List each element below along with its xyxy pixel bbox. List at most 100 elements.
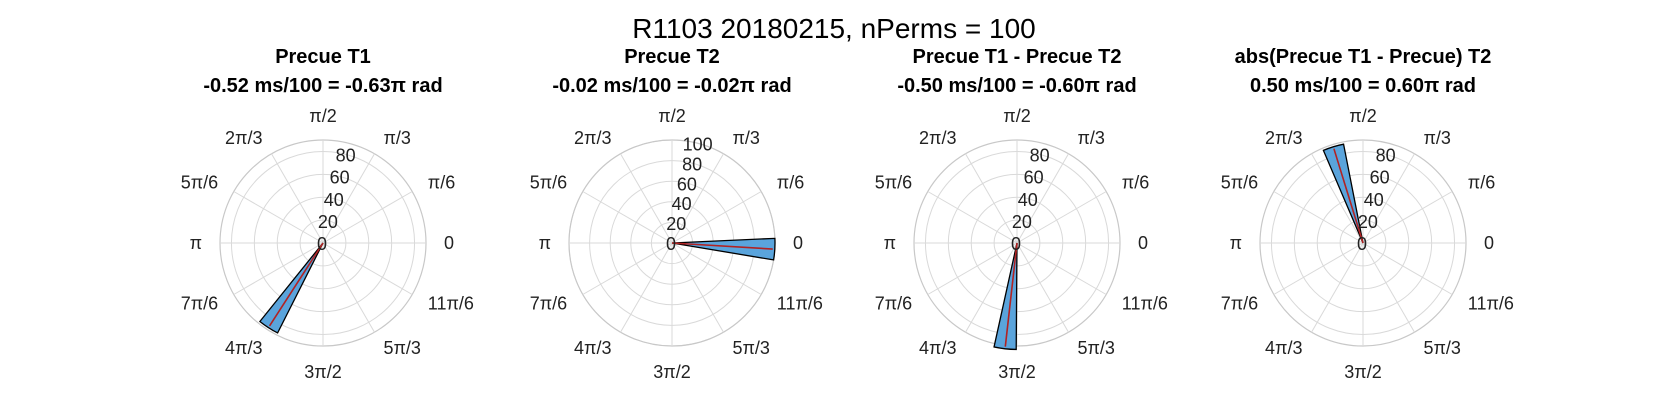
panel-title: Precue T1 bbox=[275, 46, 371, 68]
angular-grid-spoke bbox=[1311, 153, 1364, 244]
angular-grid-spoke bbox=[1016, 242, 1107, 295]
mean-direction-line bbox=[671, 242, 773, 250]
angle-tick-label: 5π/6 bbox=[875, 173, 912, 193]
angle-tick-label: 11π/6 bbox=[777, 294, 823, 314]
angular-grid-spoke bbox=[965, 153, 1018, 244]
radial-tick-label: 100 bbox=[683, 135, 713, 155]
angle-tick-label: 11π/6 bbox=[428, 294, 474, 314]
angle-tick-label: 7π/6 bbox=[530, 294, 567, 314]
angular-grid-spoke bbox=[1362, 242, 1453, 295]
angle-tick-label: 5π/6 bbox=[530, 173, 567, 193]
angle-tick-label: 4π/3 bbox=[919, 338, 956, 358]
angle-tick-label: 5π/6 bbox=[181, 173, 218, 193]
angle-tick-label: 4π/3 bbox=[574, 338, 611, 358]
angular-grid-spoke bbox=[1016, 153, 1069, 244]
angular-grid-spoke bbox=[1362, 242, 1415, 333]
angular-grid-spoke bbox=[322, 191, 413, 244]
angle-tick-label: π bbox=[539, 233, 551, 253]
histogram-bar-1 bbox=[993, 242, 1018, 351]
angular-grid-spoke bbox=[1273, 242, 1364, 295]
angular-grid-spoke bbox=[671, 191, 762, 244]
angle-tick-label: 5π/3 bbox=[384, 338, 421, 358]
angle-tick-label: π/3 bbox=[733, 128, 760, 148]
radial-tick-label: 0 bbox=[317, 234, 327, 254]
angular-grid-spoke bbox=[1016, 242, 1069, 333]
figure-title: R1103 20180215, nPerms = 100 bbox=[632, 13, 1035, 44]
angle-tick-label: 5π/3 bbox=[1078, 338, 1115, 358]
angle-tick-label: 7π/6 bbox=[875, 294, 912, 314]
mean-direction-line bbox=[1004, 242, 1018, 347]
angular-grid-spoke bbox=[322, 153, 375, 244]
angle-tick-label: 11π/6 bbox=[1468, 294, 1514, 314]
panel-subtitle: -0.02 ms/100 = -0.02π rad bbox=[552, 75, 791, 97]
angle-tick-label: π/6 bbox=[777, 173, 804, 193]
angle-tick-label: 0 bbox=[444, 233, 454, 253]
angular-grid-spoke bbox=[1016, 191, 1107, 244]
radial-tick-label: 0 bbox=[666, 234, 676, 254]
angle-tick-label: π/6 bbox=[428, 173, 455, 193]
radial-tick-label: 40 bbox=[324, 190, 344, 210]
polar-panel-3: Precue T1 - Precue T2 -0.50 ms/100 = -0.6… bbox=[875, 46, 1168, 382]
angle-tick-label: 3π/2 bbox=[998, 362, 1035, 382]
angle-tick-label: π/3 bbox=[384, 128, 411, 148]
angular-grid-spoke bbox=[1273, 191, 1364, 244]
radial-tick-label: 20 bbox=[1012, 212, 1032, 232]
angular-grid-spoke bbox=[671, 242, 762, 295]
angular-grid-spoke bbox=[271, 153, 324, 244]
radial-tick-label: 80 bbox=[336, 146, 356, 166]
angle-tick-label: 4π/3 bbox=[225, 338, 262, 358]
angle-tick-label: π/3 bbox=[1078, 128, 1105, 148]
angle-tick-label: 3π/2 bbox=[653, 362, 690, 382]
panels: Precue T1-0.52 ms/100 = -0.63π rad020406… bbox=[181, 46, 1514, 382]
radial-tick-label: 0 bbox=[1011, 234, 1021, 254]
histogram-bar-1 bbox=[1322, 143, 1364, 244]
angular-grid-spoke bbox=[927, 242, 1018, 295]
angular-grid-spoke bbox=[1362, 153, 1415, 244]
angular-grid-spoke bbox=[671, 153, 724, 244]
angle-tick-label: 2π/3 bbox=[919, 128, 956, 148]
angle-tick-label: 2π/3 bbox=[225, 128, 262, 148]
panel-title: Precue T1 - Precue T2 bbox=[913, 46, 1122, 68]
angular-grid-spoke bbox=[233, 242, 324, 295]
radial-tick-label: 40 bbox=[672, 194, 692, 214]
angle-tick-label: π/6 bbox=[1122, 173, 1149, 193]
angle-tick-label: π/2 bbox=[658, 106, 685, 126]
panel-subtitle: -0.52 ms/100 = -0.63π rad bbox=[203, 75, 442, 97]
radial-tick-label: 40 bbox=[1364, 190, 1384, 210]
mean-direction-line bbox=[1333, 148, 1364, 244]
polar-panel-4: abs(Precue T1 - Precue) T2 0.50 ms/100 = … bbox=[1221, 46, 1514, 382]
radial-tick-label: 60 bbox=[1024, 168, 1044, 188]
angular-grid-spoke bbox=[582, 191, 673, 244]
angle-tick-label: π/2 bbox=[309, 106, 336, 126]
angular-grid-spoke bbox=[620, 153, 673, 244]
angle-tick-label: 0 bbox=[1484, 233, 1494, 253]
angle-tick-label: 5π/3 bbox=[733, 338, 770, 358]
panel-title: Precue T2 bbox=[624, 46, 720, 68]
angle-tick-label: 0 bbox=[1138, 233, 1148, 253]
angle-tick-label: π/6 bbox=[1468, 173, 1495, 193]
angle-tick-label: 7π/6 bbox=[1221, 294, 1258, 314]
angle-tick-label: 0 bbox=[793, 233, 803, 253]
radial-tick-label: 20 bbox=[1358, 212, 1378, 232]
radial-tick-label: 80 bbox=[1376, 146, 1396, 166]
angular-grid-spoke bbox=[671, 242, 724, 333]
radial-tick-label: 20 bbox=[318, 212, 338, 232]
angular-grid-spoke bbox=[1362, 191, 1453, 244]
angle-tick-label: π/2 bbox=[1003, 106, 1030, 126]
angle-tick-label: 4π/3 bbox=[1265, 338, 1302, 358]
angle-tick-label: π/3 bbox=[1424, 128, 1451, 148]
angular-grid-spoke bbox=[1311, 242, 1364, 333]
radial-tick-label: 80 bbox=[682, 154, 702, 174]
angular-grid-spoke bbox=[322, 242, 375, 333]
radial-tick-label: 60 bbox=[1370, 168, 1390, 188]
angle-tick-label: 3π/2 bbox=[304, 362, 341, 382]
angle-tick-label: π bbox=[190, 233, 202, 253]
angle-tick-label: 7π/6 bbox=[181, 294, 218, 314]
mean-direction-line bbox=[268, 242, 324, 327]
angular-grid-spoke bbox=[965, 242, 1018, 333]
panel-subtitle: -0.50 ms/100 = -0.60π rad bbox=[897, 75, 1136, 97]
radial-tick-label: 0 bbox=[1357, 234, 1367, 254]
angle-tick-label: 5π/3 bbox=[1424, 338, 1461, 358]
angle-tick-label: 11π/6 bbox=[1122, 294, 1168, 314]
